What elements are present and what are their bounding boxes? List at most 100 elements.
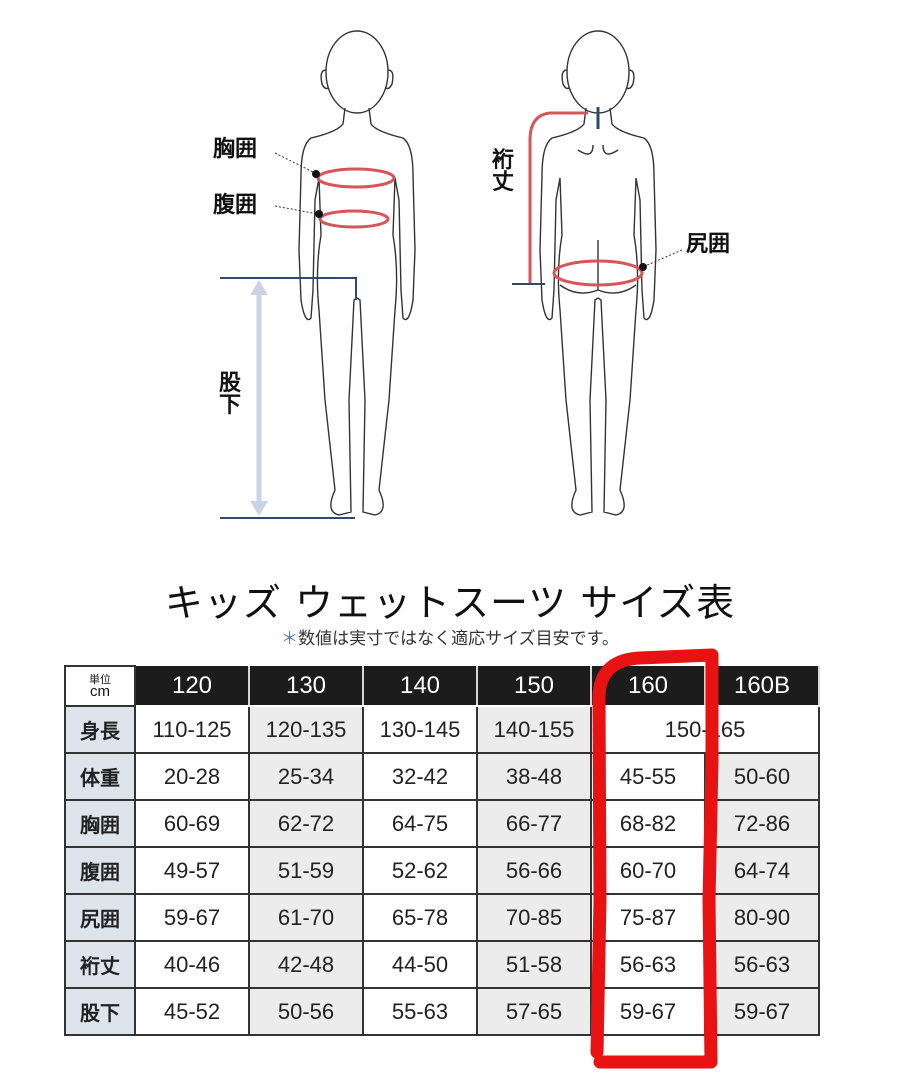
table-row: 体重 20-28 25-34 32-42 38-48 45-55 50-60 [64,752,820,801]
sleeve-label-char: 丈 [491,170,514,195]
table-cell: 57-65 [476,987,592,1036]
body-outline-right [356,107,416,516]
unit-value: cm [90,683,110,700]
table-cell: 25-34 [248,752,364,801]
chest-point [312,170,320,178]
table-cell: 56-63 [704,940,820,989]
body-outline-left [539,107,599,516]
table-row: 股下 45-52 50-56 55-63 57-65 59-67 59-67 [64,987,820,1036]
chest-leader-line [274,152,316,174]
unit-cell: 単位 cm [64,665,136,707]
handdrawn-highlight-marker [590,648,719,1069]
row-label: 腹囲 [64,846,136,895]
table-cell: 45-55 [590,752,706,801]
size-header: 140 [362,666,478,707]
size-header: 150 [476,666,592,707]
table-cell: 75-87 [590,893,706,942]
note: ＊数値は実寸ではなく適応サイズ目安です。 [0,624,900,649]
table-cell: 44-50 [362,940,478,989]
row-label: 股下 [64,987,136,1036]
size-header: 130 [248,666,364,707]
table-cell: 51-59 [248,846,364,895]
body-outline-left [298,107,358,516]
inseam-arrow-down-icon [250,501,268,516]
chest-label: 胸囲 [213,137,258,162]
table-cell: 59-67 [590,987,706,1036]
table-cell: 60-70 [590,846,706,895]
unit-label: 単位 [89,674,111,686]
table-row: 身長 110-125 120-135 130-145 140-155 150-165 [64,705,820,754]
sleeve-length-label: 裄 丈 [491,150,515,194]
table-cell: 140-155 [476,705,592,754]
row-label: 身長 [64,705,136,754]
row-label: 裄丈 [64,940,136,989]
merged-cell: 150-165 [590,705,820,754]
table-cell: 64-74 [704,846,820,895]
table-cell: 32-42 [362,752,478,801]
inseam-label: 股 下 [218,373,242,417]
size-header: 120 [134,666,250,707]
body-outline-right [597,107,657,516]
waist-point [315,210,323,218]
table-row: 尻囲 59-67 61-70 65-78 70-85 75-87 80-90 [64,893,820,942]
table-cell: 59-67 [704,987,820,1036]
table-cell: 55-63 [362,987,478,1036]
hip-measure-loop [552,259,644,287]
table-cell: 56-66 [476,846,592,895]
waist-measure-loop [318,209,390,229]
note-text: 数値は実寸ではなく適応サイズ目安です。 [298,629,619,649]
back-details [559,144,637,294]
table-cell: 38-48 [476,752,592,801]
waist-leader-line [274,205,319,215]
hip-leader-line [644,249,683,267]
table-row: 胸囲 60-69 62-72 64-75 66-77 68-82 72-86 [64,799,820,848]
table-cell: 70-85 [476,893,592,942]
chest-measure-loop [316,167,396,189]
table-cell: 49-57 [134,846,250,895]
table-cell: 80-90 [704,893,820,942]
table-cell: 110-125 [134,705,250,754]
table-cell: 64-75 [362,799,478,848]
table-cell: 66-77 [476,799,592,848]
head [325,30,389,114]
table-row: 腹囲 49-57 51-59 52-62 56-66 60-70 64-74 [64,846,820,895]
sleeve-label-char: 裄 [491,148,514,173]
table-cell: 120-135 [248,705,364,754]
note-mark: ＊ [281,629,299,649]
ears [320,69,394,90]
waist-label: 腹囲 [213,193,258,218]
table-cell: 50-60 [704,752,820,801]
hip-point [639,263,647,271]
inseam-label-char: 下 [218,393,241,418]
row-label: 胸囲 [64,799,136,848]
table-cell: 42-48 [248,940,364,989]
header-row: 単位 cm 120 130 140 150 160 160B [64,665,820,707]
inseam-label-char: 股 [218,371,241,396]
sleeve-length-line [528,111,588,283]
row-label: 尻囲 [64,893,136,942]
row-label: 体重 [64,752,136,801]
table-cell: 65-78 [362,893,478,942]
table-cell: 51-58 [476,940,592,989]
table-cell: 62-72 [248,799,364,848]
ears [561,69,635,90]
size-table: 単位 cm 120 130 140 150 160 160B 身長 110-125 1… [64,665,820,1036]
table-cell: 130-145 [362,705,478,754]
inseam-arrow-up-icon [250,280,268,295]
hip-label: 尻囲 [686,232,731,257]
table-cell: 50-56 [248,987,364,1036]
size-header: 160B [704,666,820,707]
back-body-figure [539,30,657,516]
page-title: キッズ ウェットスーツ サイズ表 [164,581,736,625]
table-cell: 59-67 [134,893,250,942]
table-cell: 60-69 [134,799,250,848]
table-cell: 52-62 [362,846,478,895]
table-row: 裄丈 40-46 42-48 44-50 51-58 56-63 56-63 [64,940,820,989]
table-cell: 45-52 [134,987,250,1036]
table-cell: 40-46 [134,940,250,989]
inseam-top-guide [220,277,357,300]
table-cell: 68-82 [590,799,706,848]
